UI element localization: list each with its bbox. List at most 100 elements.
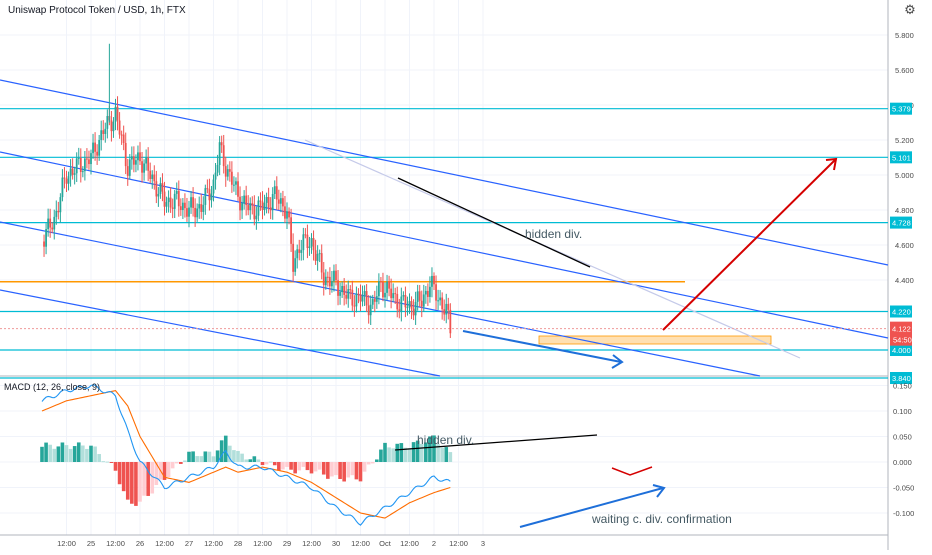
candle-body (418, 291, 421, 301)
macd-histogram-bar (293, 462, 297, 474)
macd-histogram-bar (252, 456, 257, 462)
macd-histogram-bar (370, 462, 375, 464)
price-divergence-line[interactable] (397, 177, 591, 268)
candle-body (214, 172, 217, 180)
candle-body (151, 174, 154, 179)
candle-body (135, 160, 137, 165)
candle-body (126, 166, 129, 176)
level-badge (890, 216, 912, 229)
candle-body (318, 253, 321, 255)
candle-body (73, 173, 76, 175)
macd-histogram-bar (48, 444, 52, 462)
macd-histogram-bar (183, 460, 187, 462)
candle-body (410, 301, 413, 309)
time-axis[interactable]: 12:00 25 12:00 26 12:00 27 12:00 28 12:00 29 12:00… (57, 539, 485, 548)
candle-body (406, 307, 409, 309)
candle-body (439, 297, 442, 301)
macd-lines (41, 384, 451, 526)
last-price-label: 4.122 (892, 325, 911, 334)
macd-histogram-bar (379, 449, 383, 462)
candle-body (153, 174, 156, 182)
time-tick-label: 3 (481, 539, 485, 548)
macd-projection-stroke[interactable] (611, 466, 653, 476)
candle-body (382, 282, 384, 298)
price-axis[interactable]: 5.8005.6005.4005.2005.0004.8004.6004.400… (890, 31, 914, 384)
macd-histogram-bar (219, 440, 224, 462)
macd-axis[interactable]: 0.150 0.100 0.050 0.000 -0.050 -0.100 (893, 382, 914, 519)
candle-body (292, 243, 295, 272)
channel-line[interactable] (0, 289, 441, 377)
target-arrow[interactable] (662, 159, 836, 331)
macd-histogram-bar (403, 447, 408, 462)
macd-histogram-bar (326, 462, 330, 479)
channel-line[interactable] (0, 79, 889, 266)
candle-body (177, 190, 180, 207)
candle-body (433, 275, 435, 285)
macd-histogram-bar (232, 450, 236, 462)
candle-body (249, 203, 252, 211)
level-badge (890, 151, 912, 164)
candle-body (75, 158, 78, 174)
macd-line (41, 384, 451, 526)
candle-body (202, 204, 205, 212)
macd-histogram-bar (44, 442, 48, 462)
candle-body (310, 238, 313, 247)
macd-divergence-line[interactable] (394, 434, 598, 451)
candle-body (163, 191, 166, 207)
candle-body (200, 204, 203, 212)
candle-body (145, 157, 148, 164)
candle-body (218, 142, 221, 165)
candle-body (128, 159, 131, 176)
macd-histogram-bar (191, 451, 195, 462)
candle-body (259, 200, 262, 202)
macd-tick-label: -0.050 (893, 484, 914, 493)
macd-histogram-bar (248, 459, 253, 462)
candle-body (83, 158, 86, 172)
candle-body (106, 115, 109, 129)
macd-histogram-bar (130, 462, 134, 504)
candle-body (55, 210, 58, 217)
candle-body (257, 200, 260, 216)
macd-histogram-bar (317, 462, 322, 470)
candle-body (314, 250, 317, 261)
macd-histogram-bar (321, 462, 326, 475)
candle-body (253, 205, 256, 220)
target-zone-box[interactable] (538, 335, 772, 345)
candle-body (49, 218, 52, 228)
hidden-div-label-macd: hidden div. (417, 433, 474, 447)
macd-histogram-bar (268, 461, 273, 463)
macd-histogram-bar (424, 442, 428, 462)
candle-body (147, 157, 150, 171)
candle-body (184, 202, 186, 209)
macd-histogram-bar (76, 442, 81, 462)
gear-icon[interactable]: ⚙ (903, 3, 917, 18)
candle-body (416, 291, 419, 302)
candle-body (98, 140, 101, 156)
candle-body (171, 207, 174, 209)
macd-projection-arrow[interactable] (519, 487, 664, 528)
candle-body (65, 178, 68, 184)
candle-body (298, 249, 301, 253)
price-tick-label: 5.800 (895, 31, 914, 40)
channel-line[interactable] (0, 221, 761, 377)
macd-histogram-bar (117, 462, 122, 485)
price-tick-label: 4.600 (895, 241, 914, 250)
candle-body (230, 171, 233, 185)
price-projection-arrow[interactable] (462, 330, 622, 363)
candle-body (161, 183, 164, 192)
macd-histogram-bar (215, 450, 220, 462)
macd-histogram-bar (358, 462, 363, 482)
candle-body (359, 294, 362, 302)
macd-histogram-bar (203, 451, 208, 462)
candle-body (173, 193, 176, 209)
candle-body (175, 190, 178, 194)
macd-histogram-bar (154, 462, 159, 486)
candle-body (373, 299, 376, 302)
candle-body (43, 241, 45, 247)
macd-histogram-bar (285, 462, 289, 467)
channel-line[interactable] (0, 151, 889, 339)
macd-histogram-bar (432, 435, 436, 462)
time-tick-label: 25 (87, 539, 95, 548)
time-tick-label: 12:00 (351, 539, 370, 548)
